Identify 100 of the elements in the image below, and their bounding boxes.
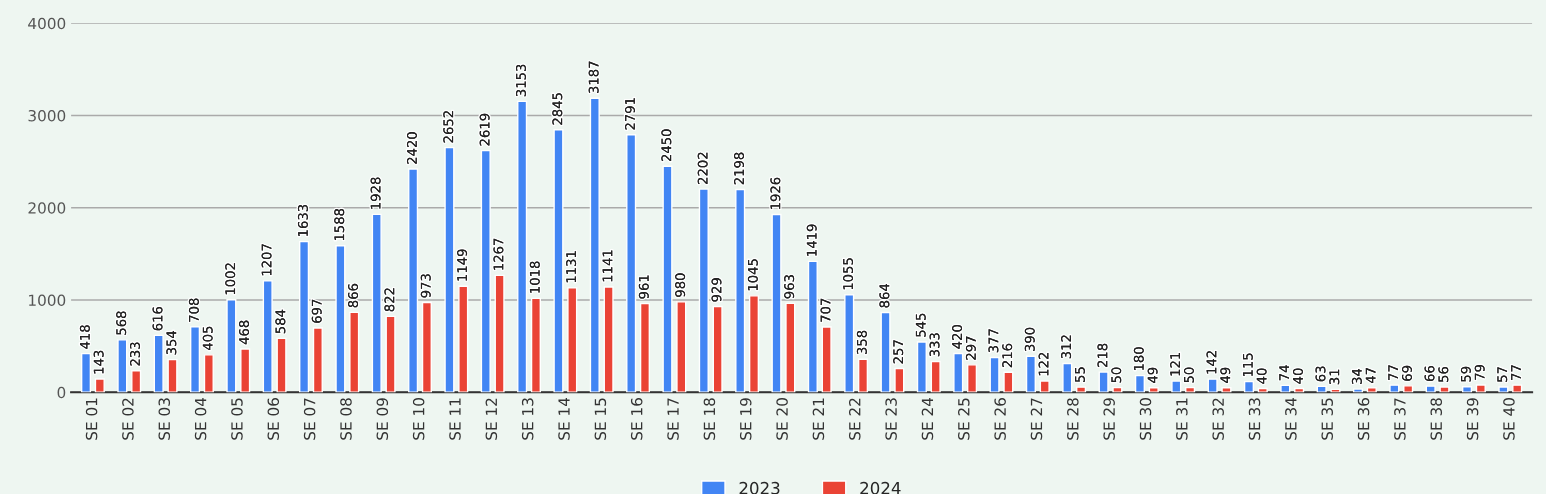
bar <box>1389 384 1400 393</box>
data-label: 31 <box>1329 369 1340 385</box>
bar <box>1243 380 1255 393</box>
data-label: 257 <box>893 340 904 364</box>
data-label: 584 <box>275 309 286 334</box>
bar <box>299 240 310 393</box>
bar <box>1475 384 1486 393</box>
data-label: 822 <box>384 288 395 312</box>
data-label: 864 <box>879 283 890 308</box>
data-label: 2198 <box>734 152 745 185</box>
bar <box>94 378 105 393</box>
data-label: 56 <box>1438 366 1449 382</box>
bar <box>1039 380 1050 393</box>
bar <box>385 315 396 393</box>
bar <box>966 364 978 393</box>
x-tick-label: SE 35 <box>1321 398 1333 440</box>
bar <box>480 149 491 393</box>
x-tick-label: SE 08 <box>340 398 352 440</box>
data-label: 1055 <box>843 258 854 290</box>
data-label: 50 <box>1183 367 1194 383</box>
data-label: 40 <box>1256 368 1267 384</box>
data-label: 973 <box>420 274 431 298</box>
x-tick-label: SE 04 <box>194 397 207 440</box>
x-tick-label: SE 40 <box>1503 398 1515 440</box>
data-label: 77 <box>1511 365 1521 380</box>
data-label: 1045 <box>747 259 758 291</box>
x-tick-label: SE 33 <box>1248 398 1261 440</box>
bar <box>857 358 869 393</box>
y-tick-label: 2000 <box>28 202 66 214</box>
data-label: 79 <box>1474 364 1485 380</box>
bar <box>226 299 237 393</box>
data-label: 59 <box>1460 366 1471 382</box>
x-tick-label: SE 11 <box>449 398 461 440</box>
bar <box>785 302 796 393</box>
bar <box>1098 371 1109 393</box>
bar <box>1148 387 1159 393</box>
bar <box>1294 387 1305 393</box>
data-label: 74 <box>1279 365 1289 381</box>
x-tick-label: SE 12 <box>485 398 498 440</box>
x-tick-label: SE 36 <box>1357 398 1370 440</box>
bar <box>408 168 419 393</box>
x-tick-label: SE 18 <box>703 398 716 440</box>
data-label: 1018 <box>529 261 540 293</box>
bar <box>335 245 346 393</box>
data-label: 420 <box>952 325 963 349</box>
data-label: 1419 <box>806 224 817 256</box>
data-label: 1207 <box>261 244 272 276</box>
bar <box>1185 386 1196 393</box>
data-label: 333 <box>929 333 940 357</box>
bar <box>1330 388 1341 393</box>
bar <box>1316 385 1327 393</box>
y-tick-label: 4000 <box>28 17 66 30</box>
x-tick-label: SE 22 <box>848 398 861 440</box>
bar <box>1171 380 1182 393</box>
data-label: 66 <box>1424 366 1435 382</box>
bar <box>735 188 746 393</box>
bar <box>131 370 142 393</box>
x-tick-label: SE 20 <box>776 398 788 440</box>
bar <box>639 302 651 393</box>
bar <box>1512 384 1523 393</box>
x-tick-label: SE 09 <box>376 398 389 440</box>
data-label: 1928 <box>370 177 381 209</box>
bar <box>1134 374 1146 393</box>
data-label: 980 <box>675 273 686 297</box>
bar <box>517 100 528 393</box>
data-label: 2652 <box>443 111 454 143</box>
data-label: 2791 <box>625 98 635 130</box>
data-label: 2619 <box>479 113 490 146</box>
bar <box>553 129 564 393</box>
data-label: 866 <box>348 283 359 308</box>
y-tick-label: 1000 <box>29 294 66 306</box>
bar <box>276 337 287 393</box>
bar <box>1461 386 1473 393</box>
x-tick-label: SE 21 <box>812 398 825 440</box>
data-label: 218 <box>1097 343 1108 367</box>
bar <box>589 97 600 393</box>
bar <box>712 305 723 393</box>
bar <box>1280 384 1291 393</box>
x-tick-label: SE 29 <box>1103 398 1115 440</box>
x-tick-label: SE 03 <box>158 398 171 440</box>
data-label: 1633 <box>297 204 308 236</box>
data-label: 34 <box>1351 368 1362 384</box>
bar <box>626 134 637 393</box>
data-label: 1141 <box>602 250 613 282</box>
x-tick-label: SE 32 <box>1212 398 1224 440</box>
x-tick-label: SE 39 <box>1466 398 1479 440</box>
bar <box>117 339 128 393</box>
bar <box>916 341 927 393</box>
bar <box>807 260 818 393</box>
data-label: 50 <box>1111 367 1122 383</box>
bar <box>1076 386 1087 393</box>
data-label: 708 <box>188 298 199 322</box>
bar <box>567 287 578 393</box>
data-label: 3153 <box>515 64 526 97</box>
x-tick-label: SE 34 <box>1285 397 1297 440</box>
bar <box>603 286 614 393</box>
bar <box>203 354 214 393</box>
data-label: 3187 <box>588 61 599 94</box>
bar <box>189 326 201 393</box>
x-tick-label: SE 24 <box>921 397 934 440</box>
